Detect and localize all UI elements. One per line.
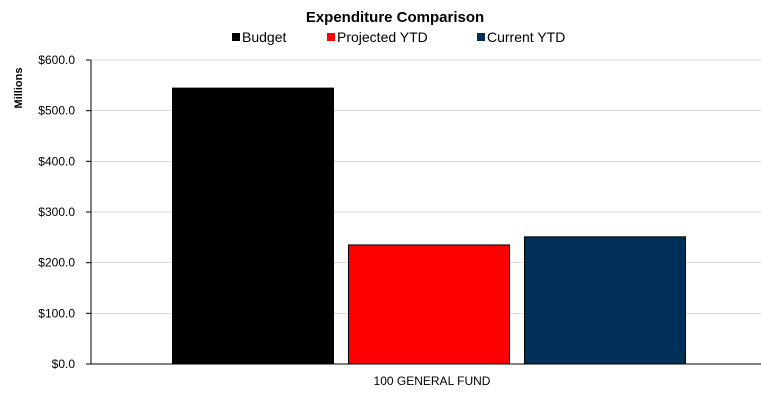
bar-projected-ytd	[348, 244, 510, 365]
legend-swatch	[327, 33, 335, 41]
x-axis-categories: 100 GENERAL FUND	[374, 374, 491, 388]
y-tick-label: $100.0	[38, 306, 75, 320]
bar-budget	[172, 87, 334, 365]
y-tick-label: $300.0	[38, 205, 75, 219]
bar-current-ytd	[524, 236, 686, 365]
legend-swatch	[477, 33, 485, 41]
legend-label: Current YTD	[487, 29, 565, 45]
chart-title: Expenditure Comparison	[306, 9, 484, 26]
y-axis-ticks: $0.0 $100.0 $200.0 $300.0 $400.0 $500.0 $600.0	[38, 53, 91, 371]
y-axis-label: Millions	[13, 68, 25, 109]
bars	[172, 87, 686, 365]
x-category-label: 100 GENERAL FUND	[374, 374, 491, 388]
y-tick-label: $0.0	[52, 357, 76, 371]
y-tick-label: $400.0	[38, 154, 75, 168]
legend-label: Budget	[242, 29, 286, 45]
axes	[90, 60, 761, 365]
y-tick-label: $600.0	[38, 53, 75, 67]
legend-swatch	[232, 33, 240, 41]
legend: Budget Projected YTD Current YTD	[232, 29, 565, 45]
y-tick-label: $200.0	[38, 256, 75, 270]
legend-label: Projected YTD	[337, 29, 428, 45]
y-tick-label: $500.0	[38, 104, 75, 118]
